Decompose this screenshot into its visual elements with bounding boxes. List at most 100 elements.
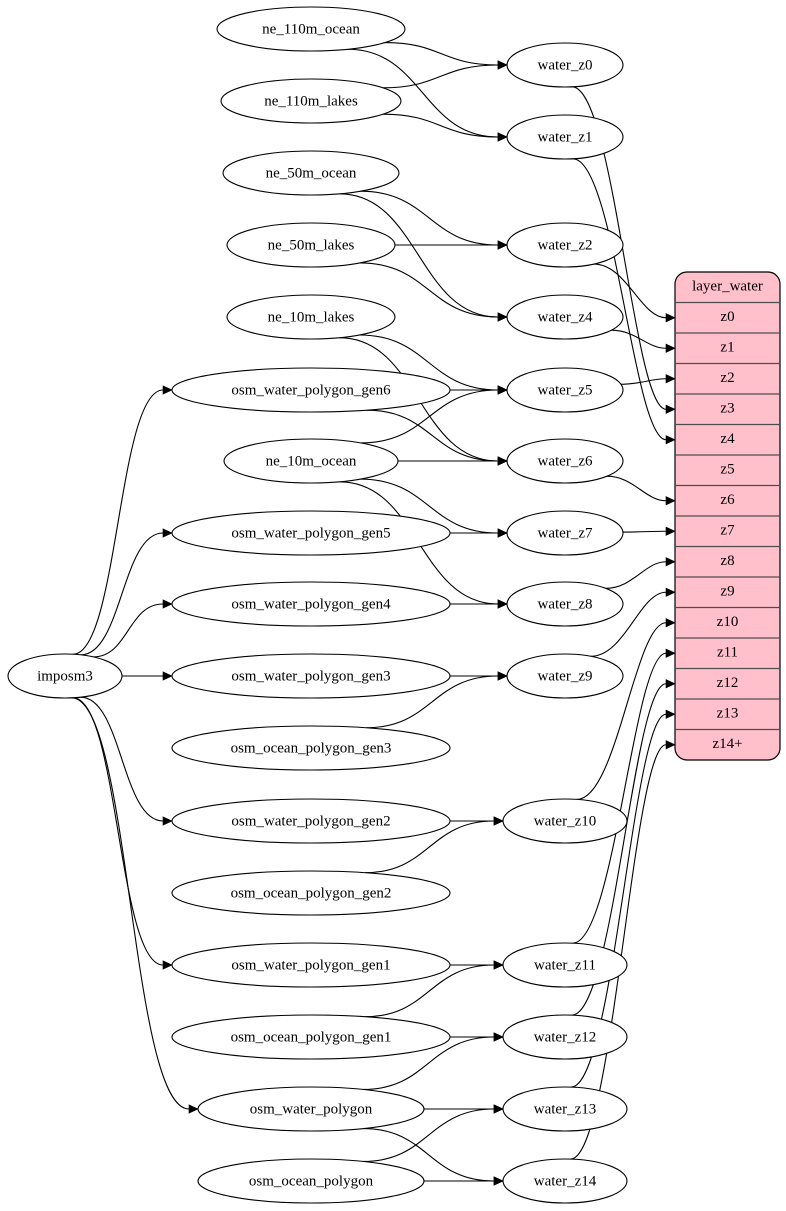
node-osm_ocean_polygon[interactable]: osm_ocean_polygon: [197, 1158, 425, 1204]
node-ne_10m_ocean[interactable]: ne_10m_ocean: [223, 438, 399, 484]
table-row-z4[interactable]: z4: [720, 431, 735, 447]
node-water_z10[interactable]: water_z10: [502, 798, 628, 844]
node-osm_water_polygon_gen6[interactable]: osm_water_polygon_gen6: [171, 367, 451, 413]
node-shape: [222, 150, 400, 196]
node-label: water_z14: [534, 1173, 597, 1189]
node-label: water_z10: [534, 813, 596, 829]
edge-arrowhead: [665, 343, 676, 353]
edge-arrowhead: [162, 599, 173, 609]
edge-arrowhead: [665, 313, 676, 323]
edge-water_z9-to-z9: [590, 591, 667, 657]
edge-osm_water_polygon-to-water_z12: [363, 1036, 495, 1091]
node-label: water_z7: [538, 525, 593, 541]
node-shape: [171, 581, 451, 627]
edge-osm_ocean_polygon-to-water_z13: [363, 1108, 495, 1163]
table-row-z3[interactable]: z3: [720, 401, 734, 417]
table-row-z13[interactable]: z13: [717, 706, 739, 722]
edge-arrowhead: [665, 587, 676, 597]
table-row-z5[interactable]: z5: [720, 462, 734, 478]
node-water_z13[interactable]: water_z13: [502, 1086, 628, 1132]
edge-imposm3-to-osm_water_polygon: [71, 697, 190, 1110]
node-label: ne_110m_ocean: [262, 21, 360, 37]
node-ne_10m_lakes[interactable]: ne_10m_lakes: [226, 294, 396, 340]
node-water_z6[interactable]: water_z6: [506, 438, 624, 484]
table-row-z8[interactable]: z8: [720, 553, 734, 569]
edge-water_z5-to-z2: [620, 378, 667, 385]
node-osm_water_polygon_gen2[interactable]: osm_water_polygon_gen2: [171, 798, 451, 844]
edge-arrowhead: [497, 385, 508, 395]
node-shape: [171, 510, 451, 556]
edge-osm_ocean_polygon_gen2-to-water_z10: [365, 820, 495, 874]
node-osm_water_polygon_gen3[interactable]: osm_water_polygon_gen3: [171, 653, 451, 699]
edge-layer: [71, 42, 676, 1186]
node-label: ne_50m_ocean: [266, 165, 357, 181]
edge-arrowhead: [497, 240, 508, 250]
edge-osm_water_polygon-to-water_z14: [363, 1127, 495, 1182]
edge-ne_10m_lakes-to-water_z5: [359, 334, 499, 391]
node-shape: [506, 438, 624, 484]
node-osm_ocean_polygon_gen1[interactable]: osm_ocean_polygon_gen1: [171, 1014, 451, 1060]
node-osm_water_polygon_gen4[interactable]: osm_water_polygon_gen4: [171, 581, 451, 627]
node-osm_water_polygon_gen1[interactable]: osm_water_polygon_gen1: [171, 942, 451, 988]
table-row-z7[interactable]: z7: [720, 523, 735, 539]
node-water_z2[interactable]: water_z2: [506, 222, 624, 268]
node-label: water_z11: [534, 957, 596, 973]
node-label: water_z2: [538, 237, 593, 253]
node-ne_110m_ocean[interactable]: ne_110m_ocean: [216, 6, 406, 52]
node-water_z0[interactable]: water_z0: [506, 42, 624, 88]
edge-arrowhead: [497, 456, 508, 466]
node-label: water_z1: [538, 129, 593, 145]
node-osm_water_polygon[interactable]: osm_water_polygon: [197, 1086, 425, 1132]
table-row-z2[interactable]: z2: [720, 370, 734, 386]
node-label: water_z5: [538, 382, 593, 398]
edge-arrowhead: [188, 1104, 199, 1114]
node-imposm3[interactable]: imposm3: [7, 653, 123, 699]
node-label: water_z6: [538, 453, 593, 469]
node-ne_110m_lakes[interactable]: ne_110m_lakes: [220, 78, 402, 124]
node-osm_ocean_polygon_gen2[interactable]: osm_ocean_polygon_gen2: [171, 870, 451, 916]
table-row-z14+[interactable]: z14+: [712, 736, 742, 752]
node-ne_50m_lakes[interactable]: ne_50m_lakes: [226, 222, 396, 268]
node-label: osm_water_polygon_gen5: [231, 525, 390, 541]
node-osm_ocean_polygon_gen3[interactable]: osm_ocean_polygon_gen3: [171, 725, 451, 771]
node-water_z12[interactable]: water_z12: [502, 1014, 628, 1060]
table-row-z9[interactable]: z9: [720, 584, 734, 600]
edge-arrowhead: [162, 671, 173, 681]
edge-arrowhead: [162, 816, 173, 826]
node-ne_50m_ocean[interactable]: ne_50m_ocean: [222, 150, 400, 196]
table-row-z0[interactable]: z0: [720, 309, 734, 325]
node-shape: [171, 942, 451, 988]
node-water_z14[interactable]: water_z14: [502, 1158, 628, 1204]
node-osm_water_polygon_gen5[interactable]: osm_water_polygon_gen5: [171, 510, 451, 556]
node-shape: [502, 798, 628, 844]
node-shape: [506, 114, 624, 160]
node-shape: [226, 222, 396, 268]
table-row-z10[interactable]: z10: [717, 614, 739, 630]
node-water_z7[interactable]: water_z7: [506, 510, 624, 556]
node-water_z11[interactable]: water_z11: [502, 942, 628, 988]
node-water_z4[interactable]: water_z4: [506, 294, 624, 340]
node-water_z9[interactable]: water_z9: [506, 653, 624, 699]
node-label: water_z12: [534, 1029, 596, 1045]
node-shape: [502, 1014, 628, 1060]
table-row-z11[interactable]: z11: [717, 645, 738, 661]
node-label: water_z8: [538, 596, 593, 612]
node-water_z1[interactable]: water_z1: [506, 114, 624, 160]
node-label: osm_ocean_polygon: [249, 1173, 374, 1189]
edge-ne_110m_ocean-to-water_z0: [384, 42, 499, 66]
table-row-z1[interactable]: z1: [720, 340, 734, 356]
node-water_z8[interactable]: water_z8: [506, 581, 624, 627]
edge-arrowhead: [665, 709, 676, 719]
edge-osm_ocean_polygon_gen3-to-water_z9: [366, 675, 499, 729]
node-shape: [197, 1158, 425, 1204]
edge-arrowhead: [665, 618, 676, 628]
table-row-z12[interactable]: z12: [717, 675, 739, 691]
node-label: osm_water_polygon_gen6: [231, 382, 391, 398]
node-shape: [506, 367, 624, 413]
node-shape: [506, 222, 624, 268]
edge-water_z12-to-z12: [571, 683, 667, 1016]
edge-ne_50m_ocean-to-water_z2: [360, 190, 499, 246]
node-water_z5[interactable]: water_z5: [506, 367, 624, 413]
table-row-z6[interactable]: z6: [720, 492, 735, 508]
